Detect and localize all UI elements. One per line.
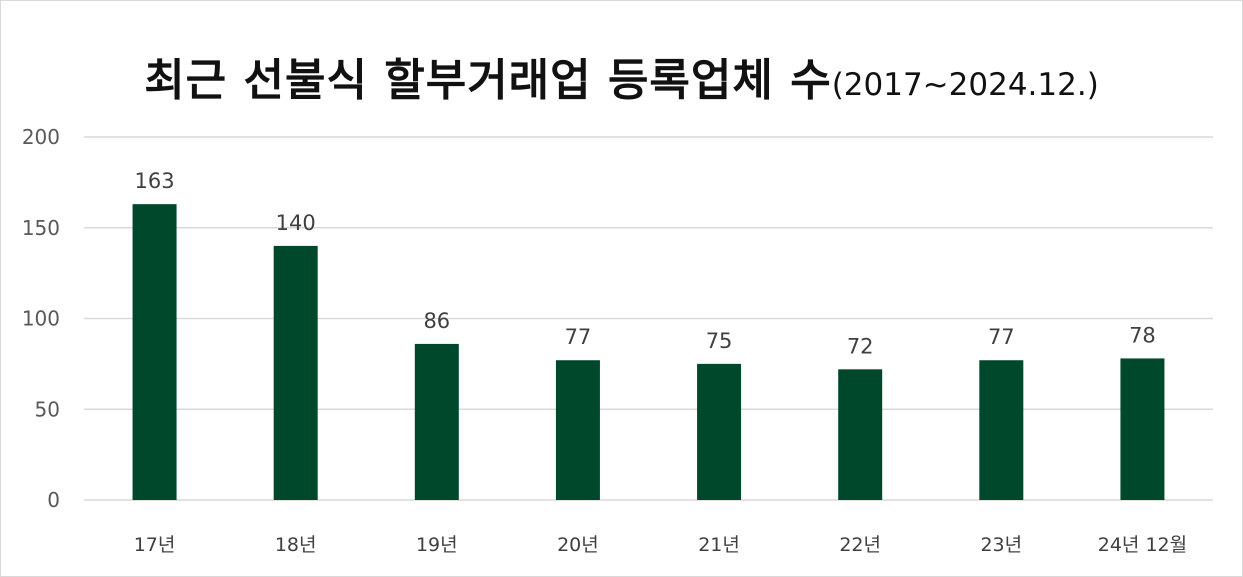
data-label: 78 bbox=[1129, 323, 1156, 347]
data-label: 86 bbox=[423, 309, 450, 333]
bar bbox=[414, 343, 459, 500]
category-label: 23년 bbox=[980, 534, 1022, 556]
y-tick-label: 50 bbox=[35, 397, 60, 421]
data-labels: 163 140 86 77 75 72 77 78 bbox=[135, 169, 1156, 358]
data-label: 75 bbox=[706, 329, 733, 353]
data-label: 140 bbox=[276, 211, 316, 235]
bar bbox=[979, 360, 1024, 500]
chart-title: 최근 선불식 할부거래업 등록업체 수(2017~2024.12.) bbox=[0, 44, 1243, 108]
chart-title-sub: (2017~2024.12.) bbox=[831, 67, 1099, 103]
y-tick-label: 200 bbox=[22, 125, 60, 149]
category-label: 22년 bbox=[839, 534, 881, 556]
category-label: 17년 bbox=[134, 534, 176, 556]
data-label: 163 bbox=[135, 169, 175, 193]
data-label: 72 bbox=[847, 334, 874, 358]
category-label: 18년 bbox=[275, 534, 317, 556]
x-axis-categories: 17년 18년 19년 20년 21년 22년 23년 24년 12월 bbox=[134, 534, 1187, 556]
bar bbox=[273, 245, 318, 500]
category-label: 20년 bbox=[557, 534, 599, 556]
chart-title-main: 최근 선불식 할부거래업 등록업체 수 bbox=[144, 55, 832, 106]
bar bbox=[132, 204, 177, 500]
bar bbox=[838, 369, 883, 500]
bar bbox=[697, 363, 742, 500]
category-label: 24년 12월 bbox=[1098, 534, 1187, 556]
data-label: 77 bbox=[988, 325, 1015, 349]
category-label: 19년 bbox=[416, 534, 458, 556]
bar bbox=[1120, 358, 1165, 500]
y-tick-label: 150 bbox=[22, 216, 60, 240]
category-label: 21년 bbox=[698, 534, 740, 556]
y-tick-label: 100 bbox=[22, 307, 60, 331]
gridlines bbox=[84, 136, 1213, 501]
y-axis-ticks: 0 50 100 150 200 bbox=[22, 125, 60, 512]
y-tick-label: 0 bbox=[47, 488, 60, 512]
bar bbox=[555, 360, 600, 500]
data-label: 77 bbox=[565, 325, 592, 349]
bars bbox=[132, 204, 1165, 500]
